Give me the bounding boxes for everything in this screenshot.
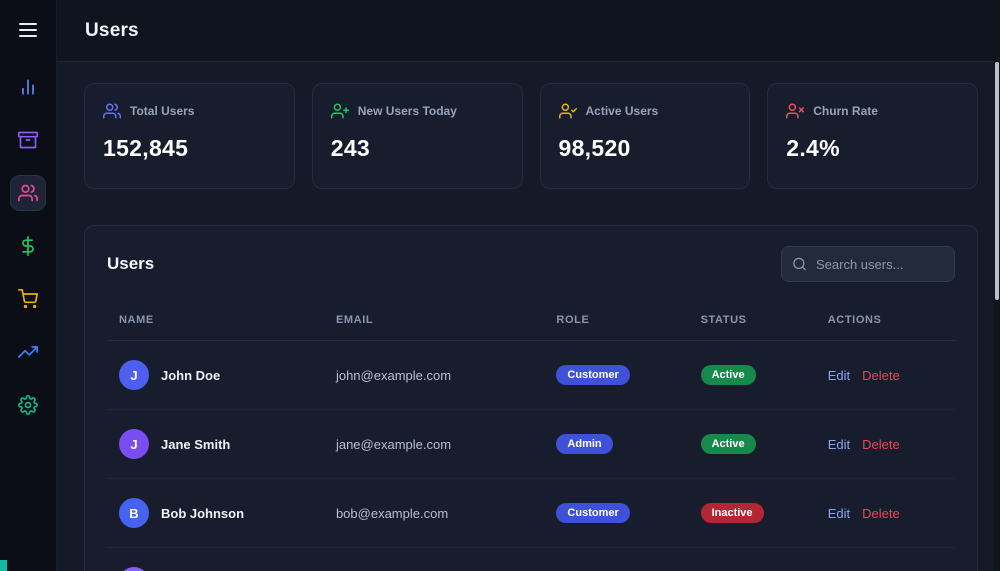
actions-cell: Edit Delete xyxy=(828,437,955,452)
name-cell xyxy=(107,567,336,571)
trending-up-icon xyxy=(18,342,38,362)
user-name: Jane Smith xyxy=(161,436,231,452)
stat-value: 243 xyxy=(330,135,371,161)
name-cell: B Bob Johnson xyxy=(107,498,336,528)
stat-card-header: New Users Today xyxy=(330,102,504,120)
status-cell: Active xyxy=(700,434,828,454)
users-table: NAME EMAIL ROLE STATUS ACTIONS xyxy=(107,308,955,571)
user-check-icon xyxy=(558,102,577,120)
user-email: john@example.com xyxy=(335,367,452,383)
actions-cell: Edit Delete xyxy=(828,506,955,521)
status-cell: Active xyxy=(700,365,828,385)
stat-card-churn-rate: Churn Rate 2.4% xyxy=(767,83,978,189)
sidebar-item-orders[interactable] xyxy=(10,281,46,317)
stat-label: Churn Rate xyxy=(813,104,878,118)
stat-card-header: Total Users xyxy=(103,102,276,120)
user-name: Bob Johnson xyxy=(161,505,245,521)
stat-card-new-users-today: New Users Today 243 xyxy=(311,83,523,189)
settings-icon xyxy=(18,395,38,415)
search-box xyxy=(781,246,955,282)
stat-card-header: Active Users xyxy=(558,102,732,120)
user-row-4 xyxy=(107,548,955,571)
sidebar-item-revenue[interactable] xyxy=(10,228,46,264)
user-row-1: J John Doe john@example.com Customer Act… xyxy=(107,341,955,410)
role-badge: Admin xyxy=(556,434,613,454)
role-cell: Customer xyxy=(556,503,700,523)
sidebar-item-users[interactable] xyxy=(10,175,46,211)
stat-value: 2.4% xyxy=(786,135,840,161)
avatar: J xyxy=(119,429,149,459)
delete-link[interactable]: Delete xyxy=(862,367,900,383)
users-panel: Users NAME EMAIL ROLE xyxy=(84,225,978,571)
stats-row: Total Users 152,845 New Users Today 243 xyxy=(84,83,978,189)
dollar-icon xyxy=(18,236,38,256)
bar-chart-icon xyxy=(18,77,38,97)
sidebar-nav xyxy=(10,69,46,423)
stat-label: New Users Today xyxy=(357,104,457,118)
delete-link[interactable]: Delete xyxy=(862,436,900,452)
menu-toggle-button[interactable] xyxy=(19,23,37,37)
sidebar-bottom-accent xyxy=(0,560,7,571)
table-body: J John Doe john@example.com Customer Act… xyxy=(107,341,955,571)
main-content: Total Users 152,845 New Users Today 243 xyxy=(57,62,1000,571)
column-header: NAME xyxy=(119,314,154,326)
cart-icon xyxy=(18,289,38,309)
sidebar-item-trends[interactable] xyxy=(10,334,46,370)
column-header: EMAIL xyxy=(335,314,374,326)
avatar xyxy=(119,567,149,571)
status-badge: Inactive xyxy=(700,503,764,523)
status-badge: Active xyxy=(700,434,756,454)
panel-title: Users xyxy=(107,254,155,273)
actions-cell: Edit Delete xyxy=(828,368,955,383)
stat-value: 98,520 xyxy=(558,135,631,161)
column-header: ROLE xyxy=(556,314,590,326)
table-header: NAME EMAIL ROLE STATUS ACTIONS xyxy=(107,308,955,341)
edit-link[interactable]: Edit xyxy=(827,505,851,521)
user-name: John Doe xyxy=(161,367,221,383)
column-header: ACTIONS xyxy=(827,314,882,326)
name-cell: J John Doe xyxy=(107,360,336,390)
user-email: jane@example.com xyxy=(335,436,452,452)
role-cell: Admin xyxy=(556,434,700,454)
sidebar-item-products[interactable] xyxy=(10,122,46,158)
user-x-icon xyxy=(786,102,805,120)
users-icon xyxy=(103,102,121,120)
column-header: STATUS xyxy=(700,314,747,326)
sidebar xyxy=(0,0,57,571)
user-email: bob@example.com xyxy=(335,505,449,521)
users-icon xyxy=(18,183,38,203)
user-row-2: J Jane Smith jane@example.com Admin Acti… xyxy=(107,410,955,479)
user-plus-icon xyxy=(330,102,349,120)
delete-link[interactable]: Delete xyxy=(862,505,900,521)
avatar: J xyxy=(119,360,149,390)
archive-icon xyxy=(18,130,38,150)
sidebar-item-analytics[interactable] xyxy=(10,69,46,105)
page-title: Users xyxy=(85,19,139,41)
search-icon xyxy=(792,257,807,272)
stat-card-active-users: Active Users 98,520 xyxy=(539,83,751,189)
stat-value: 152,845 xyxy=(103,135,189,161)
name-cell: J Jane Smith xyxy=(107,429,336,459)
stat-card-header: Churn Rate xyxy=(786,102,959,120)
role-badge: Customer xyxy=(556,503,630,523)
stat-card-total-users: Total Users 152,845 xyxy=(84,83,295,189)
status-cell: Inactive xyxy=(700,503,828,523)
search-input[interactable] xyxy=(781,246,955,282)
role-cell: Customer xyxy=(556,365,700,385)
status-badge: Active xyxy=(700,365,756,385)
edit-link[interactable]: Edit xyxy=(827,367,851,383)
page-scrollbar[interactable] xyxy=(994,0,1000,571)
stat-label: Active Users xyxy=(585,104,659,118)
stat-label: Total Users xyxy=(130,104,195,118)
header: Users xyxy=(57,0,1000,62)
user-row-3: B Bob Johnson bob@example.com Customer I… xyxy=(107,479,955,548)
role-badge: Customer xyxy=(556,365,630,385)
avatar: B xyxy=(119,498,149,528)
scrollbar-thumb[interactable] xyxy=(995,62,999,300)
users-panel-header: Users xyxy=(107,246,955,282)
edit-link[interactable]: Edit xyxy=(827,436,851,452)
sidebar-item-settings[interactable] xyxy=(10,387,46,423)
